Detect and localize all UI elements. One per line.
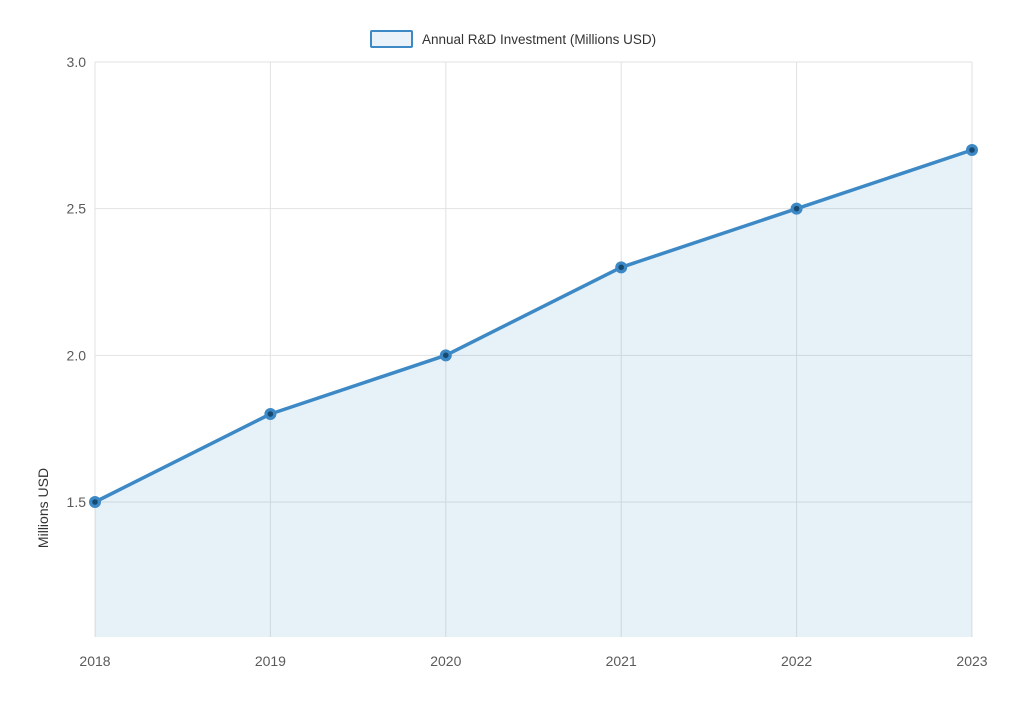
data-point-core-2022 [793, 205, 800, 212]
y-tick-label-1.5: 1.5 [67, 494, 87, 510]
series-line [93, 148, 974, 504]
data-point-core-2020 [443, 352, 449, 359]
legend: Annual R&D Investment (Millions USD) [370, 30, 656, 48]
data-point-core-2019 [267, 411, 274, 417]
x-tick-label-2021: 2021 [606, 653, 637, 669]
x-tick-label-2019: 2019 [255, 653, 286, 669]
legend-area-swatch [370, 30, 413, 48]
area-fill [95, 150, 972, 637]
x-tick-label-2022: 2022 [781, 653, 812, 669]
data-point-core-2018 [92, 499, 98, 505]
x-tick-label-2023: 2023 [956, 653, 987, 669]
x-tick-label-2020: 2020 [430, 653, 461, 669]
legend-series-label: Annual R&D Investment (Millions USD) [422, 31, 657, 47]
data-point-core-2023 [969, 147, 975, 153]
data-point-core-2021 [618, 264, 624, 271]
y-tick-label-2.5: 2.5 [67, 201, 87, 217]
y-tick-label-3.0: 3.0 [67, 54, 87, 70]
x-tick-label-2018: 2018 [79, 653, 110, 669]
y-tick-label-2.0: 2.0 [67, 347, 87, 363]
